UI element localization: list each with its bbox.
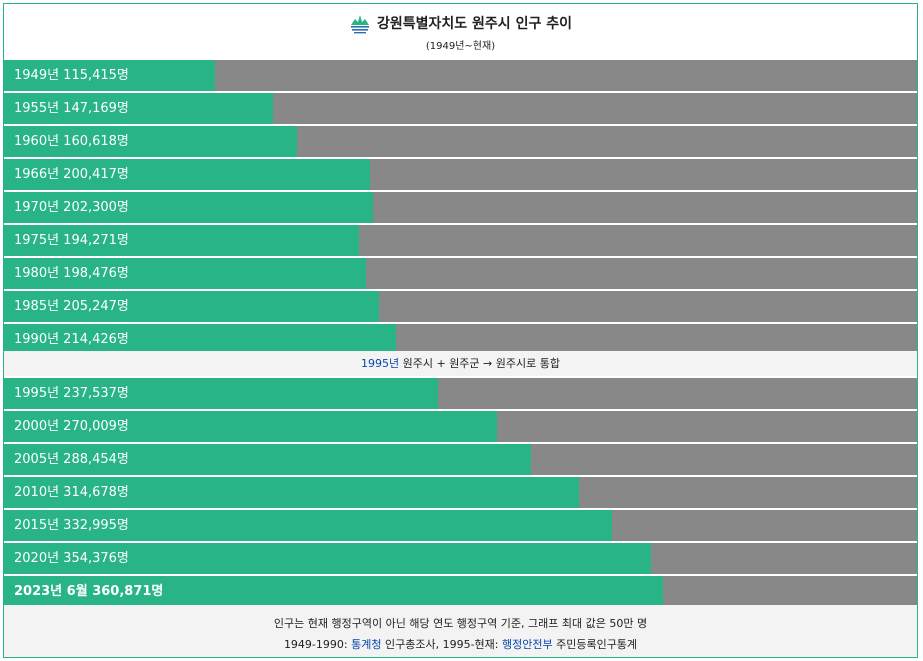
bar-row: 1985년 205,247명	[4, 291, 917, 322]
title-row: 강원특별자치도 원주시 인구 추이	[4, 12, 917, 34]
bar-label: 2015년 332,995명	[14, 518, 129, 533]
bar-row: 1980년 198,476명	[4, 258, 917, 289]
source-middle: 인구총조사, 1995-현재:	[381, 638, 502, 651]
chart-header: 강원특별자치도 원주시 인구 추이 (1949년~현재)	[4, 4, 917, 60]
footer-sources: 1949-1990: 통계청 인구총조사, 1995-현재: 행정안전부 주민등…	[4, 636, 917, 652]
population-bar	[4, 444, 531, 475]
population-bar	[4, 126, 298, 157]
bar-label: 1990년 214,426명	[14, 332, 129, 347]
population-bar	[4, 324, 396, 355]
population-bar	[4, 576, 663, 607]
bar-label: 1975년 194,271명	[14, 233, 129, 248]
bar-label: 2000년 270,009명	[14, 419, 129, 434]
chart-title: 강원특별자치도 원주시 인구 추이	[377, 16, 572, 32]
bar-row: 1955년 147,169명	[4, 93, 917, 124]
population-bar	[4, 378, 438, 409]
population-bar	[4, 93, 273, 124]
wonju-city-emblem-icon	[351, 15, 370, 34]
population-bar	[4, 225, 359, 256]
bar-label: 2023년 6월 360,871명	[14, 584, 164, 599]
bar-label: 1955년 147,169명	[14, 101, 129, 116]
bar-label: 1949년 115,415명	[14, 68, 129, 83]
bar-label: 1966년 200,417명	[14, 167, 129, 182]
bar-row: 1966년 200,417명	[4, 159, 917, 190]
bar-row: 1990년 214,426명	[4, 324, 917, 355]
bar-row: 2020년 354,376명	[4, 543, 917, 574]
population-bar	[4, 258, 367, 289]
bar-label: 2020년 354,376명	[14, 551, 129, 566]
bar-row: 1975년 194,271명	[4, 225, 917, 256]
bar-label: 1985년 205,247명	[14, 299, 129, 314]
bar-label: 1980년 198,476명	[14, 266, 129, 281]
annotation-year-link[interactable]: 1995년	[361, 357, 400, 370]
chart-footer: 인구는 현재 행정구역이 아닌 해당 연도 행정구역 기준, 그래프 최대 값은…	[4, 605, 917, 657]
bar-row: 2010년 314,678명	[4, 477, 917, 508]
bar-label: 2010년 314,678명	[14, 485, 129, 500]
population-bar	[4, 510, 613, 541]
bar-label: 2005년 288,454명	[14, 452, 129, 467]
population-bar	[4, 192, 374, 223]
bar-row: 2015년 332,995명	[4, 510, 917, 541]
bar-row: 2023년 6월 360,871명	[4, 576, 917, 607]
bar-label: 1960년 160,618명	[14, 134, 129, 149]
source-suffix: 주민등록인구통계	[552, 638, 638, 651]
population-bar	[4, 543, 652, 574]
bar-label: 1995년 237,537명	[14, 386, 129, 401]
annotation-text: 원주시 + 원주군 → 원주시로 통합	[399, 357, 560, 370]
source-prefix: 1949-1990:	[283, 638, 352, 651]
footer-note: 인구는 현재 행정구역이 아닌 해당 연도 행정구역 기준, 그래프 최대 값은…	[273, 617, 648, 630]
population-bar	[4, 159, 370, 190]
population-bar	[4, 60, 215, 91]
chart-frame: 강원특별자치도 원주시 인구 추이 (1949년~현재) 1949년 115,4…	[3, 3, 918, 658]
population-bar	[4, 411, 498, 442]
population-bar	[4, 477, 579, 508]
bar-row: 1960년 160,618명	[4, 126, 917, 157]
bar-row: 1995년 237,537명	[4, 378, 917, 409]
bar-row: 1970년 202,300명	[4, 192, 917, 223]
chart-subtitle: (1949년~현재)	[425, 41, 496, 52]
source-link-kostat[interactable]: 통계청	[351, 638, 382, 651]
bar-row: 2000년 270,009명	[4, 411, 917, 442]
merger-annotation: 1995년 원주시 + 원주군 → 원주시로 통합	[4, 351, 917, 376]
bar-row: 1949년 115,415명	[4, 60, 917, 91]
bar-row: 2005년 288,454명	[4, 444, 917, 475]
bar-label: 1970년 202,300명	[14, 200, 129, 215]
population-bar	[4, 291, 379, 322]
source-link-mois[interactable]: 행정안전부	[501, 638, 553, 651]
